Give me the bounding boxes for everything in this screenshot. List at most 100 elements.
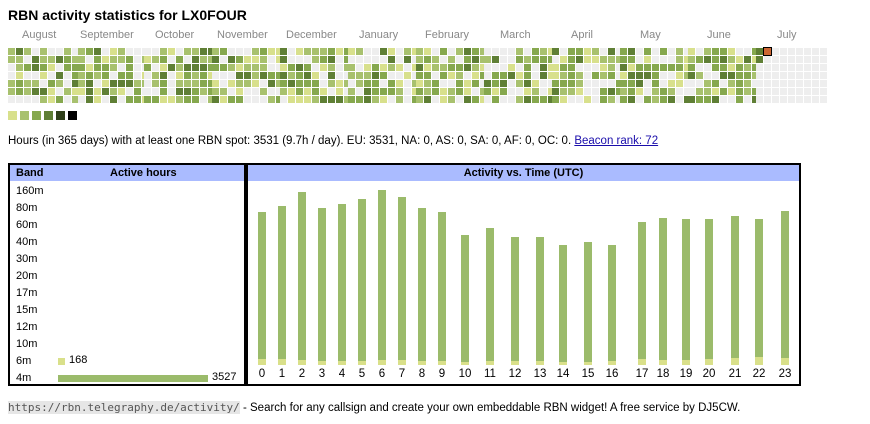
day-cell [56,56,63,63]
day-cell [636,56,643,63]
day-cell [176,56,183,63]
hour-label: 0 [258,368,266,380]
day-cell [464,88,471,95]
band-row: 60m [10,217,244,234]
day-cell [168,48,175,55]
day-cell [208,80,215,87]
day-cell [320,72,327,79]
day-cell [304,56,311,63]
band-row: 30m [10,251,244,268]
day-cell [492,80,499,87]
day-cell [472,56,479,63]
day-cell [72,96,79,103]
day-cell [16,48,23,55]
band-row: 6m 168 [10,353,244,370]
day-cell [712,80,719,87]
day-cell [764,64,771,71]
day-cell [320,96,327,103]
day-cell [560,64,567,71]
day-cell [396,96,403,103]
day-cell [86,48,93,55]
day-cell [372,56,379,63]
day-cell [344,72,351,79]
month-label: August [22,29,57,41]
hour-bar-4m [338,204,346,361]
day-cell [516,48,523,55]
day-cell [608,64,615,71]
day-cell [592,64,599,71]
day-cell [464,64,471,71]
day-cell [356,64,363,71]
day-cell [320,88,327,95]
day-cell [110,88,117,95]
day-cell [676,96,683,103]
day-cell [584,80,591,87]
day-cell [24,64,31,71]
chart-title: Activity vs. Time (UTC) [463,167,584,179]
day-cell [72,56,79,63]
day-cell [552,72,559,79]
day-cell [276,80,283,87]
day-cell [548,96,555,103]
day-cell [532,72,539,79]
day-cell [684,80,691,87]
day-cell [668,64,675,71]
day-cell [448,96,455,103]
day-cell [312,48,319,55]
day-cell [336,64,343,71]
day-cell [364,56,371,63]
day-cell [508,64,515,71]
day-cell [152,48,159,55]
day-cell [524,72,531,79]
hour-label: 1 [278,368,286,380]
day-cell [296,56,303,63]
day-cell [276,96,283,103]
day-cell [432,88,439,95]
day-cell [200,56,207,63]
day-cell [102,80,109,87]
day-cell [336,80,343,87]
day-cell [356,88,363,95]
day-cell [532,96,539,103]
day-cell [220,64,227,71]
day-cell [228,48,235,55]
day-cell [763,47,772,56]
day-cell [176,80,183,87]
day-cell [356,72,363,79]
day-cell [820,88,827,95]
day-cell [412,80,419,87]
day-cell [616,88,623,95]
day-cell [736,48,743,55]
day-cell [200,48,207,55]
day-cell [160,56,167,63]
day-cell [380,48,387,55]
beacon-rank-link[interactable]: Beacon rank: 72 [574,135,659,147]
day-cell [396,80,403,87]
day-cell [552,56,559,63]
day-cell [78,56,85,63]
day-cell [600,88,607,95]
day-cell [636,80,643,87]
day-cell [548,72,555,79]
day-cell [184,56,191,63]
day-cell [652,56,659,63]
day-cell [110,80,117,87]
day-cell [110,96,117,103]
band-name: 4m [16,372,32,384]
day-cell [32,64,39,71]
day-cell [8,96,15,103]
day-cell [636,96,643,103]
day-cell [212,88,219,95]
day-cell [396,72,403,79]
day-cell [252,56,259,63]
hour-label: 5 [358,368,366,380]
day-cell [644,72,651,79]
day-cell [736,88,743,95]
day-cell [312,80,319,87]
day-cell [744,64,751,71]
day-cell [312,64,319,71]
day-cell [660,48,667,55]
day-cell [102,56,109,63]
day-cell [296,64,303,71]
legend-swatch [44,111,53,120]
